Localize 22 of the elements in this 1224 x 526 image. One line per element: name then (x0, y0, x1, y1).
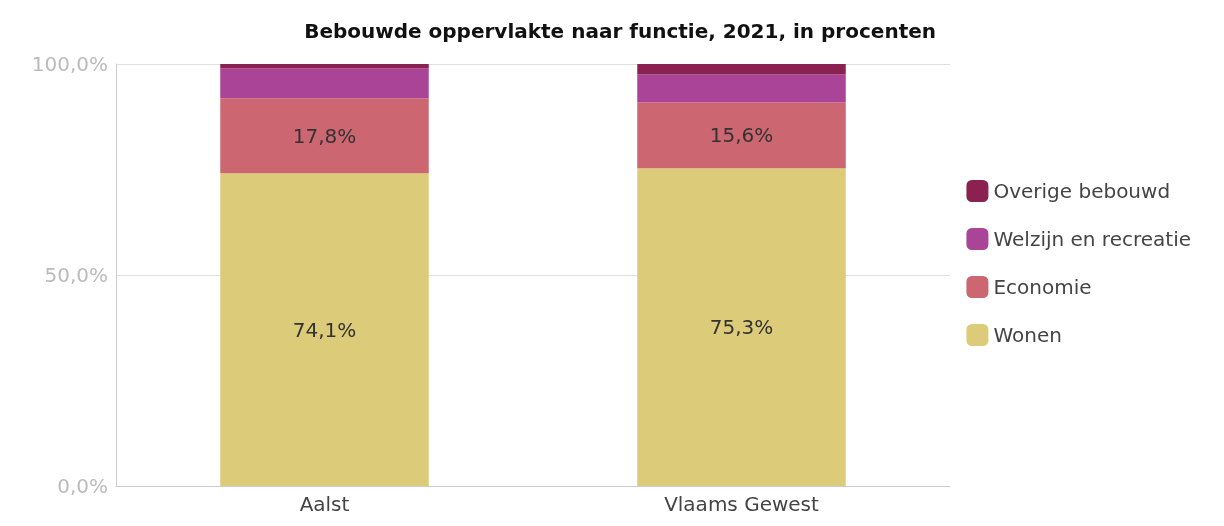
bar (220, 68, 429, 99)
legend-label: Wonen (993, 323, 1062, 347)
x-tick-label: Aalst (299, 492, 350, 516)
legend-label: Welzijn en recreatie (993, 227, 1191, 251)
bar (637, 74, 846, 103)
data-label: 74,1% (292, 317, 357, 342)
y-tick-label: 100,0% (31, 52, 108, 76)
x-tick-label: Vlaams Gewest (664, 492, 820, 516)
bar (220, 173, 429, 486)
bar (637, 102, 846, 169)
data-label: 17,8% (292, 123, 357, 148)
legend-label: Economie (993, 275, 1092, 299)
bar (220, 64, 429, 69)
y-tick-label: 0,0% (57, 474, 108, 498)
y-tick-label: 50,0% (44, 263, 108, 287)
data-label: 15,6% (709, 123, 774, 148)
bar (637, 64, 846, 75)
data-label: 75,3% (709, 315, 774, 340)
chart-title: Bebouwde oppervlakte naar functie, 2021, in procenten (304, 19, 936, 43)
bar (220, 98, 429, 174)
bar (637, 168, 846, 486)
legend-label: Overige bebouwd (993, 179, 1171, 203)
